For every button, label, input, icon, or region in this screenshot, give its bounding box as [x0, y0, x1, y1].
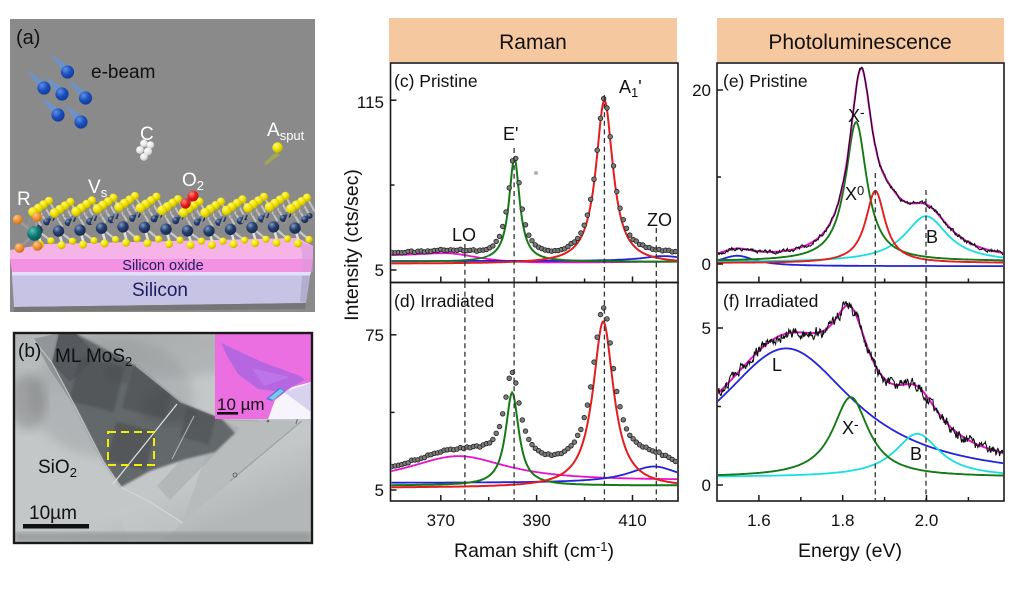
- svg-text:(b): (b): [18, 341, 41, 362]
- svg-text:410: 410: [618, 511, 646, 530]
- svg-text:10µm: 10µm: [29, 503, 77, 524]
- svg-text:E': E': [503, 124, 518, 144]
- svg-text:LO: LO: [452, 225, 476, 245]
- svg-text:0: 0: [702, 255, 711, 274]
- svg-text:e-beam: e-beam: [91, 62, 155, 83]
- svg-text:75: 75: [365, 326, 384, 345]
- svg-text:X-: X-: [848, 104, 865, 126]
- svg-text:115: 115: [357, 93, 384, 112]
- svg-text:B: B: [926, 227, 938, 247]
- svg-text:370: 370: [427, 511, 455, 530]
- svg-text:5: 5: [375, 261, 384, 280]
- svg-text:(e) Pristine: (e) Pristine: [723, 71, 808, 91]
- svg-text:(f) Irradiated: (f) Irradiated: [723, 291, 818, 311]
- svg-text:1.6: 1.6: [747, 511, 771, 530]
- svg-text:(a): (a): [16, 27, 40, 49]
- svg-text:SiO2: SiO2: [38, 457, 77, 480]
- svg-text:X0: X0: [845, 183, 864, 204]
- svg-text:(d) Irradiated: (d) Irradiated: [394, 291, 494, 311]
- svg-text:B: B: [910, 444, 922, 464]
- svg-text:390: 390: [522, 511, 550, 530]
- svg-text:ML MoS2: ML MoS2: [55, 346, 132, 369]
- svg-text:5: 5: [375, 481, 384, 500]
- svg-text:Raman: Raman: [499, 31, 567, 54]
- svg-text:1.8: 1.8: [831, 511, 855, 530]
- svg-text:Energy (eV): Energy (eV): [798, 540, 902, 562]
- svg-text:X-: X-: [842, 416, 859, 438]
- svg-text:ZO: ZO: [647, 210, 672, 230]
- svg-text:2.0: 2.0: [915, 511, 939, 530]
- svg-text:Photoluminescence: Photoluminescence: [768, 31, 951, 54]
- svg-text:R: R: [17, 189, 31, 210]
- svg-text:Silicon: Silicon: [132, 280, 188, 301]
- svg-text:20: 20: [692, 81, 711, 100]
- svg-text:C: C: [140, 124, 154, 145]
- svg-text:Silicon oxide: Silicon oxide: [122, 258, 203, 274]
- svg-text:(c) Pristine: (c) Pristine: [394, 71, 478, 91]
- svg-text:0: 0: [702, 476, 711, 495]
- svg-text:Raman shift (cm-1): Raman shift (cm-1): [454, 539, 614, 562]
- svg-text:5: 5: [702, 319, 711, 338]
- svg-text:Intensity (cts/sec): Intensity (cts/sec): [341, 169, 363, 321]
- svg-text:L: L: [772, 355, 782, 375]
- svg-text:10 µm: 10 µm: [217, 395, 265, 414]
- svg-text:A1': A1': [619, 77, 642, 100]
